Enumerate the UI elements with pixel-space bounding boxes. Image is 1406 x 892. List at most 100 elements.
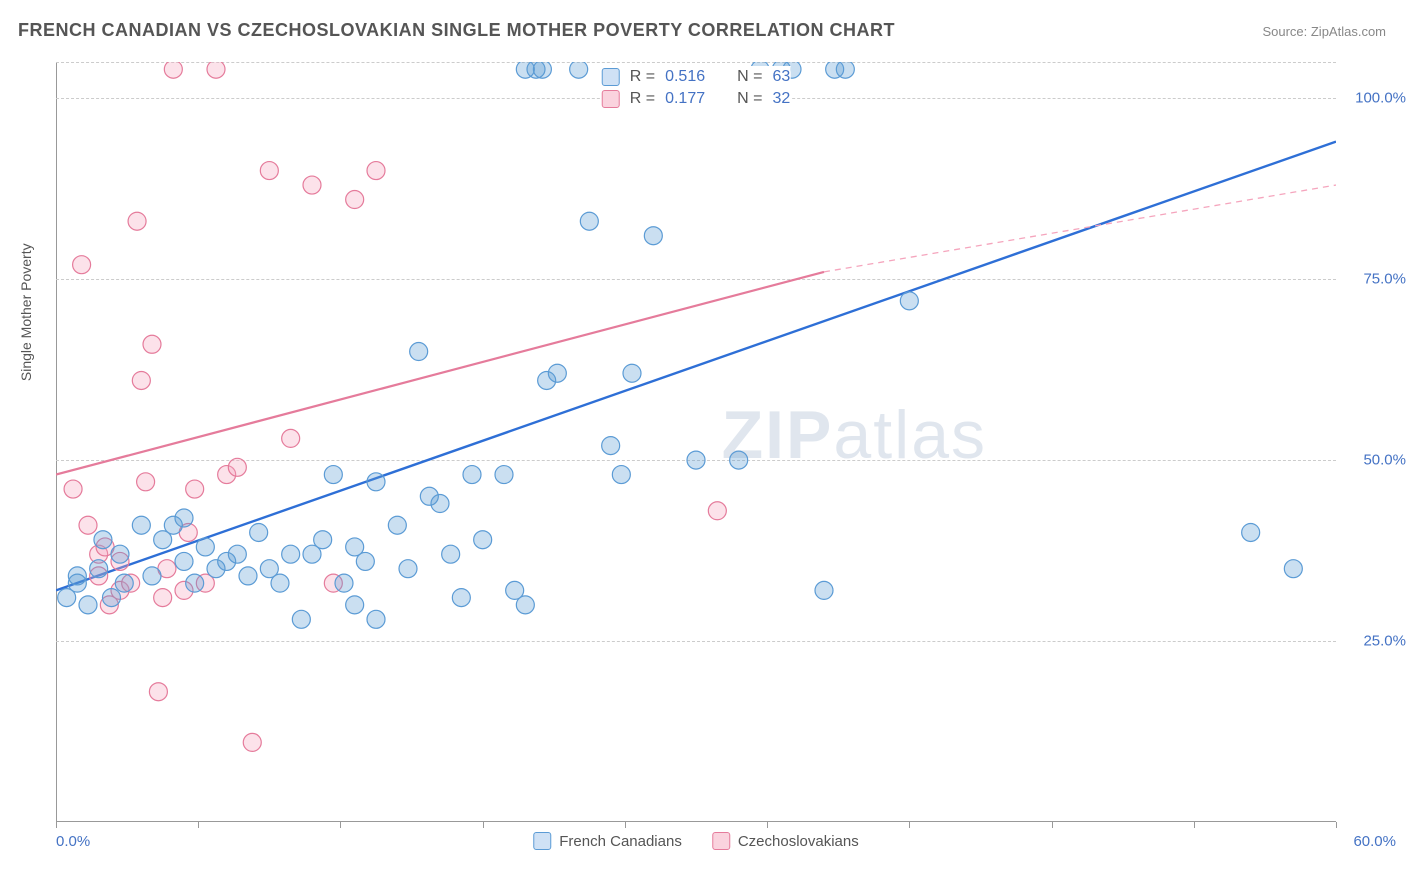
data-point	[815, 581, 833, 599]
data-point	[431, 495, 449, 513]
data-point	[79, 516, 97, 534]
x-tick-left: 0.0%	[56, 833, 90, 850]
data-point	[452, 589, 470, 607]
n-value: 32	[772, 90, 790, 108]
chart-title: FRENCH CANADIAN VS CZECHOSLOVAKIAN SINGL…	[18, 20, 895, 41]
source-label: Source: ZipAtlas.com	[1262, 24, 1386, 39]
data-point	[533, 62, 551, 78]
data-point	[346, 191, 364, 209]
series-legend-label: Czechoslovakians	[738, 833, 859, 850]
data-point	[826, 62, 844, 78]
data-point	[239, 567, 257, 585]
data-point	[73, 256, 91, 274]
y-tick-label: 100.0%	[1355, 90, 1406, 107]
data-point	[64, 480, 82, 498]
data-point	[324, 466, 342, 484]
data-point	[186, 574, 204, 592]
x-tick-right: 60.0%	[1353, 833, 1396, 850]
regression-line	[56, 272, 824, 475]
data-point	[335, 574, 353, 592]
data-point	[282, 545, 300, 563]
data-point	[282, 429, 300, 447]
data-point	[132, 516, 150, 534]
r-value: 0.516	[665, 68, 705, 86]
data-point	[102, 589, 120, 607]
data-point	[154, 589, 172, 607]
series-legend-item: Czechoslovakians	[712, 832, 859, 850]
data-point	[495, 466, 513, 484]
data-point	[143, 335, 161, 353]
data-point	[356, 552, 374, 570]
data-point	[196, 538, 214, 556]
data-point	[399, 560, 417, 578]
r-label: R =	[630, 68, 655, 86]
data-point	[115, 574, 133, 592]
y-tick-label: 75.0%	[1363, 271, 1406, 288]
data-point	[474, 531, 492, 549]
data-point	[68, 567, 86, 585]
legend-swatch	[602, 90, 620, 108]
data-point	[207, 62, 225, 78]
data-point	[410, 343, 428, 361]
correlation-legend-row: R = 0.516 N = 63	[602, 66, 791, 88]
data-point	[164, 62, 182, 78]
data-point	[175, 509, 193, 527]
data-point	[570, 62, 588, 78]
r-label: R =	[630, 90, 655, 108]
chart-area: Single Mother Poverty 25.0%50.0%75.0%100…	[56, 62, 1336, 822]
scatter-plot	[56, 62, 1336, 822]
data-point	[79, 596, 97, 614]
data-point	[548, 364, 566, 382]
data-point	[367, 610, 385, 628]
series-legend: French Canadians Czechoslovakians	[533, 832, 858, 850]
r-value: 0.177	[665, 90, 705, 108]
correlation-legend-row: R = 0.177 N = 32	[602, 88, 791, 110]
data-point	[149, 683, 167, 701]
data-point	[186, 480, 204, 498]
data-point	[314, 531, 332, 549]
data-point	[143, 567, 161, 585]
data-point	[292, 610, 310, 628]
data-point	[388, 516, 406, 534]
data-point	[346, 596, 364, 614]
data-point	[1242, 523, 1260, 541]
data-point	[90, 560, 108, 578]
y-axis-label: Single Mother Poverty	[18, 243, 34, 381]
data-point	[516, 596, 534, 614]
n-label: N =	[737, 90, 762, 108]
y-tick-label: 50.0%	[1363, 452, 1406, 469]
data-point	[271, 574, 289, 592]
y-tick-label: 25.0%	[1363, 633, 1406, 650]
data-point	[1284, 560, 1302, 578]
data-point	[94, 531, 112, 549]
data-point	[602, 437, 620, 455]
data-point	[730, 451, 748, 469]
data-point	[250, 523, 268, 541]
data-point	[580, 212, 598, 230]
data-point	[367, 162, 385, 180]
data-point	[111, 545, 129, 563]
data-point	[175, 552, 193, 570]
data-point	[708, 502, 726, 520]
n-value: 63	[772, 68, 790, 86]
data-point	[303, 176, 321, 194]
n-label: N =	[737, 68, 762, 86]
data-point	[442, 545, 460, 563]
correlation-legend: R = 0.516 N = 63 R = 0.177 N = 32	[602, 66, 791, 110]
data-point	[137, 473, 155, 491]
series-legend-label: French Canadians	[559, 833, 682, 850]
data-point	[612, 466, 630, 484]
legend-swatch	[602, 68, 620, 86]
data-point	[243, 733, 261, 751]
regression-line	[824, 185, 1336, 272]
data-point	[687, 451, 705, 469]
data-point	[644, 227, 662, 245]
data-point	[132, 371, 150, 389]
data-point	[623, 364, 641, 382]
data-point	[463, 466, 481, 484]
data-point	[516, 62, 534, 78]
regression-line	[56, 142, 1336, 591]
data-point	[260, 162, 278, 180]
data-point	[367, 473, 385, 491]
data-point	[900, 292, 918, 310]
